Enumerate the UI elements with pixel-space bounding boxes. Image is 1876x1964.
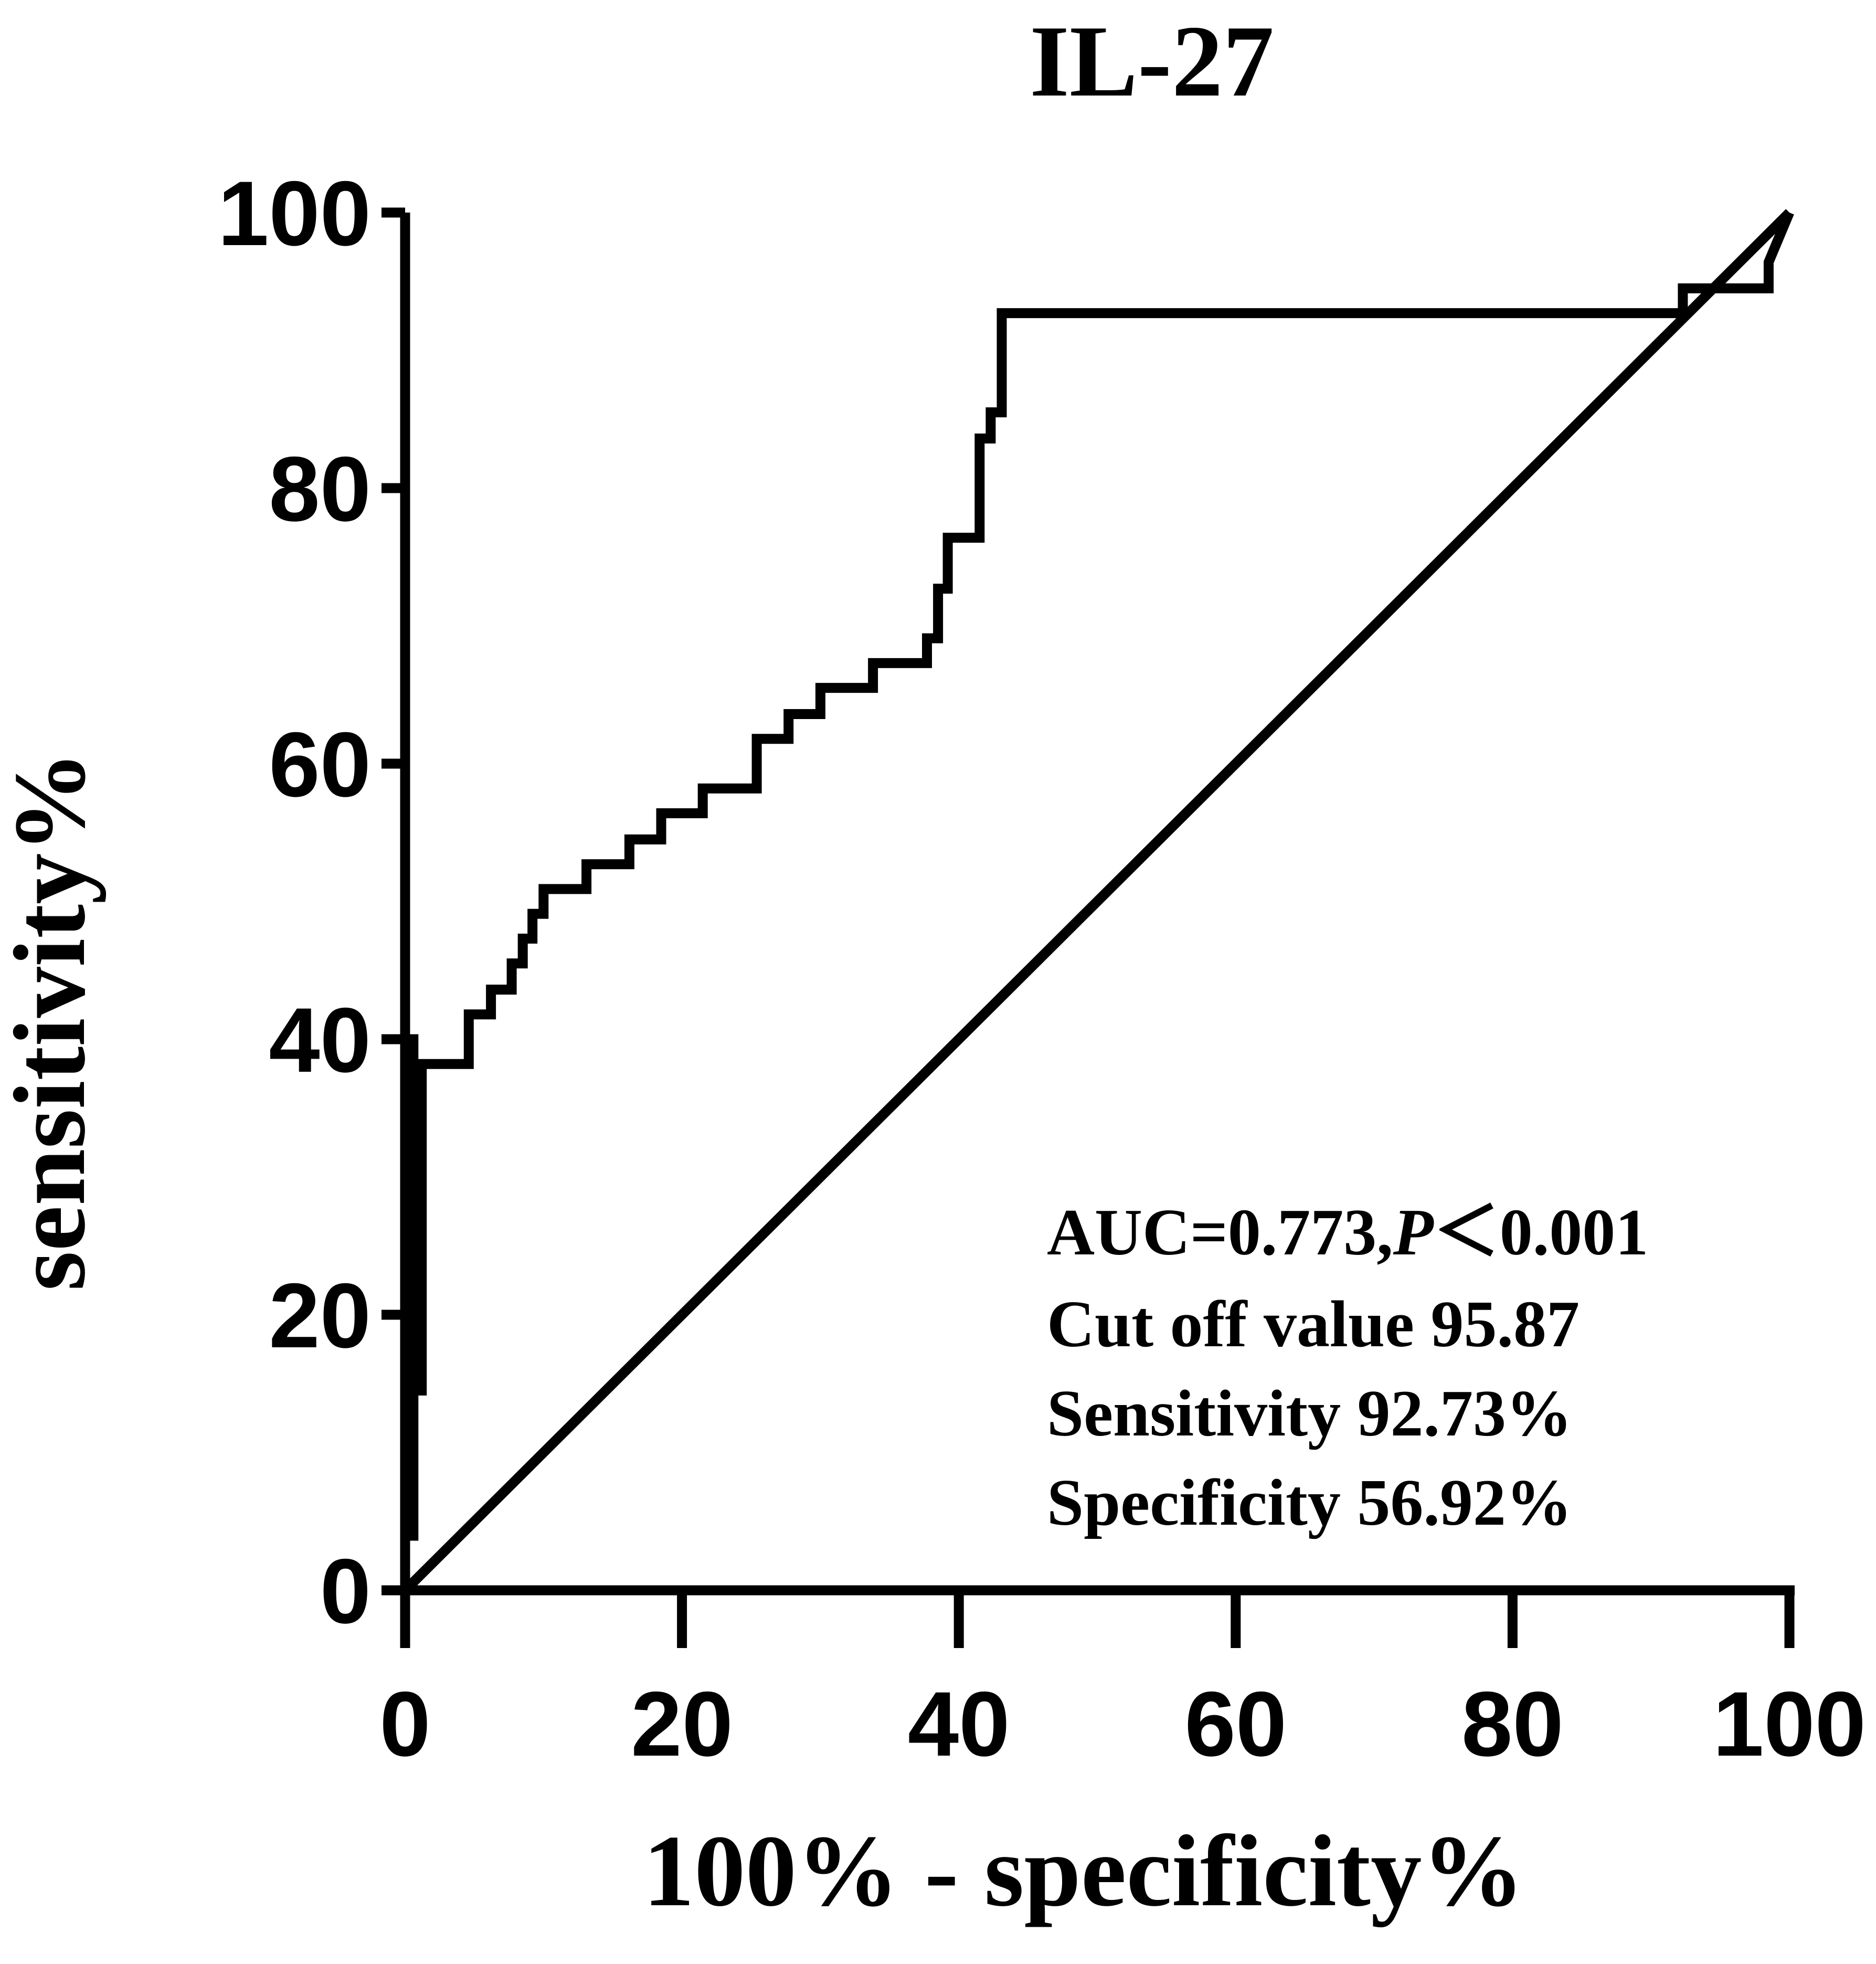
y-tick-label: 20: [269, 1265, 371, 1367]
p-value: ＜0.001: [1434, 1196, 1649, 1269]
sensitivity-annotation: Sensitivity 92.73%: [1047, 1377, 1572, 1450]
cutoff-annotation: Cut off value 95.87: [1047, 1288, 1580, 1361]
x-tick-label: 40: [908, 1673, 1010, 1776]
y-tick-label: 100: [218, 163, 371, 265]
y-tick-label: 0: [320, 1540, 371, 1643]
x-tick-label: 20: [631, 1673, 733, 1776]
y-tick-label: 40: [269, 989, 371, 1092]
auc-annotation: AUC=0.773,P＜0.001: [1047, 1196, 1648, 1269]
roc-curve-line: [400, 210, 1794, 1590]
x-tick-label: 60: [1184, 1673, 1287, 1776]
y-tick-label: 60: [269, 714, 371, 816]
y-tick-label: 80: [269, 438, 371, 541]
specificity-annotation: Specificity 56.92%: [1047, 1466, 1572, 1539]
reference-diagonal-line: [401, 209, 1793, 1594]
chart-title: IL-27: [1030, 5, 1274, 118]
x-axis-title: 100% - specificity%: [643, 1814, 1524, 1928]
x-tick-label: 0: [379, 1673, 430, 1776]
p-italic: P: [1393, 1196, 1434, 1269]
x-tick-label: 80: [1461, 1673, 1564, 1776]
y-axis-title: sensitivity%: [0, 751, 107, 1291]
x-tick-label: 100: [1713, 1673, 1866, 1776]
auc-text: AUC=0.773,: [1047, 1196, 1393, 1269]
